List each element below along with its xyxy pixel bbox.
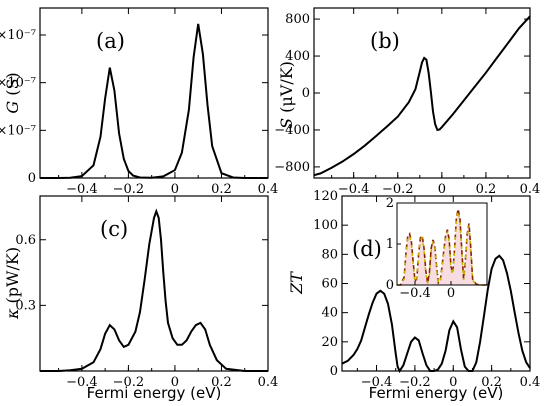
svg-text:S (μV/K): S (μV/K) bbox=[277, 61, 296, 129]
panel-a-xtick-label: −0.4 bbox=[66, 182, 98, 197]
panel-d-xtick-label: 0 bbox=[449, 375, 457, 390]
panel-d-xtick-label: 0.4 bbox=[520, 375, 541, 390]
panel-b-xtick-label: −0.4 bbox=[338, 182, 370, 197]
panel-a-ytick-label: 9×10⁻⁷ bbox=[0, 28, 36, 43]
inset-series-line bbox=[397, 208, 487, 286]
panel-c-xtick-label: −0.2 bbox=[113, 375, 145, 390]
panel-c-xlabel: Fermi energy (eV) bbox=[87, 384, 222, 402]
panel-d-inset: −0.4 0 0 1 2 bbox=[386, 196, 488, 301]
panel-c-ticks: −0.4 −0.2 0 0.2 0.4 0.3 0.6 bbox=[15, 196, 278, 390]
panel-a-ytick-label: 0 bbox=[28, 171, 36, 186]
panel-c-letter: (c) bbox=[100, 217, 128, 241]
panel-b-xtick-label: 0.2 bbox=[476, 182, 497, 197]
panel-d-xtick-label: 0.2 bbox=[481, 375, 502, 390]
panel-c-xtick-label: 0.2 bbox=[211, 375, 232, 390]
svg-text:ZT: ZT bbox=[287, 271, 306, 295]
panel-b-ylabel: S (μV/K) bbox=[277, 61, 296, 129]
panel-d-letter: (d) bbox=[352, 237, 382, 261]
panel-d-ytick-label: 40 bbox=[321, 306, 338, 321]
panel-b-letter: (b) bbox=[370, 29, 400, 53]
inset-ytick-label: 1 bbox=[386, 237, 394, 252]
panel-d-xlabel: Fermi energy (eV) bbox=[369, 384, 504, 402]
panel-b-frame bbox=[313, 7, 531, 179]
panel-b-ytick-label: −800 bbox=[274, 160, 310, 175]
panel-c-frame bbox=[39, 195, 269, 372]
panel-b: −0.4 −0.2 0 0.2 0.4 −800 −400 0 400 800 (b) S (μV… bbox=[274, 7, 540, 197]
panel-a-curve bbox=[40, 23, 268, 179]
panel-d-ytick-label: 0 bbox=[330, 364, 338, 379]
inset-xtick-label: 0 bbox=[447, 286, 455, 301]
panel-a-frame bbox=[39, 7, 269, 179]
panel-d-ytick-label: 100 bbox=[313, 218, 338, 233]
svg-text:κ (pW/K): κ (pW/K) bbox=[3, 247, 22, 320]
panel-c: −0.4 −0.2 0 0.2 0.4 0.3 0.6 (c) κ (pW/K) Fermi… bbox=[3, 195, 278, 402]
panel-d-ytick-label: 60 bbox=[321, 277, 338, 292]
panel-b-xtick-label: 0.4 bbox=[520, 182, 541, 197]
inset-series-line bbox=[397, 211, 487, 286]
panel-a-letter: (a) bbox=[96, 29, 125, 53]
panel-d-ytick-label: 120 bbox=[313, 189, 338, 204]
panel-b-ytick-label: 400 bbox=[285, 49, 310, 64]
panel-b-ticks: −0.4 −0.2 0 0.2 0.4 −800 −400 0 400 800 bbox=[274, 8, 540, 197]
panel-b-xtick-label: −0.2 bbox=[382, 182, 414, 197]
panel-d-ytick-label: 80 bbox=[321, 247, 338, 262]
panel-c-ylabel: κ (pW/K) bbox=[3, 247, 22, 320]
panel-a: −0.4 −0.2 0 0.2 0.4 0 3×10⁻⁷ 6×10⁻⁷ 9×10⁻⁷ (a) G… bbox=[0, 7, 278, 197]
panel-d-xtick-label: −0.4 bbox=[361, 375, 393, 390]
inset-xtick-label: −0.4 bbox=[399, 286, 431, 301]
panel-a-xtick-label: 0.4 bbox=[258, 182, 279, 197]
panel-b-ytick-label: 0 bbox=[302, 86, 310, 101]
panel-b-curve bbox=[313, 15, 531, 177]
panel-c-curve bbox=[40, 208, 268, 372]
panel-a-ytick-label: 3×10⁻⁷ bbox=[0, 123, 36, 138]
inset-series bbox=[397, 208, 487, 286]
svg-text:G (S): G (S) bbox=[3, 72, 22, 113]
panel-c-xtick-label: 0.4 bbox=[258, 375, 279, 390]
panel-a-ticks: −0.4 −0.2 0 0.2 0.4 0 3×10⁻⁷ 6×10⁻⁷ 9×10⁻⁷ bbox=[0, 8, 278, 197]
panel-a-xtick-label: 0 bbox=[171, 182, 179, 197]
panel-a-ylabel: G (S) bbox=[3, 72, 22, 113]
panel-b-ytick-label: 800 bbox=[285, 12, 310, 27]
panel-c-xtick-label: −0.4 bbox=[66, 375, 98, 390]
panel-d-ylabel: ZT bbox=[287, 271, 306, 295]
panel-c-ytick-label: 0.3 bbox=[15, 298, 36, 313]
panel-b-xtick-label: 0 bbox=[438, 182, 446, 197]
panel-c-ytick-label: 0.6 bbox=[15, 233, 36, 248]
inset-ytick-label: 2 bbox=[386, 196, 394, 211]
inset-fill-area bbox=[397, 209, 487, 285]
inset-ticks: −0.4 0 0 1 2 bbox=[386, 196, 455, 301]
panel-c-xtick-label: 0 bbox=[171, 375, 179, 390]
panel-b-ytick-label: −400 bbox=[274, 123, 310, 138]
panel-a-xtick-label: 0.2 bbox=[211, 182, 232, 197]
panel-d-ytick-label: 20 bbox=[321, 335, 338, 350]
panel-d-xtick-label: −0.2 bbox=[399, 375, 431, 390]
panel-a-ytick-label: 6×10⁻⁷ bbox=[0, 76, 36, 91]
panel-d-curve bbox=[341, 254, 531, 374]
panel-a-xtick-label: −0.2 bbox=[113, 182, 145, 197]
inset-ytick-label: 0 bbox=[386, 278, 394, 293]
